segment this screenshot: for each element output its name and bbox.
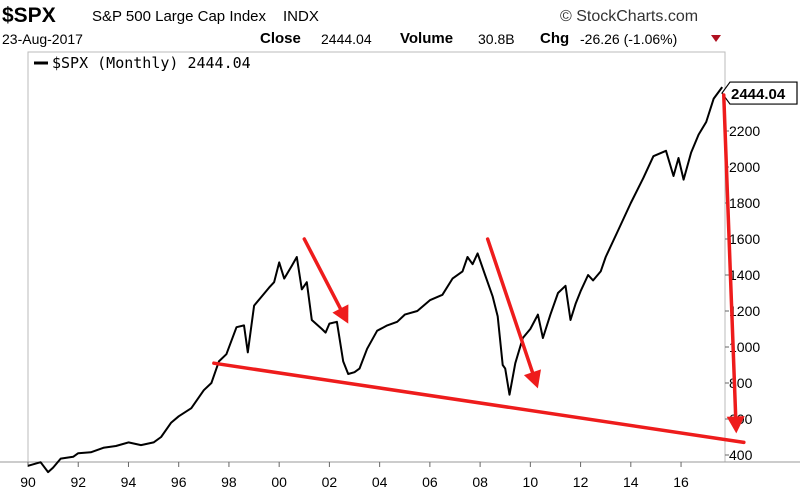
x-tick-label: 00 [271,474,287,490]
down-triangle-icon [711,35,721,42]
index-name: S&P 500 Large Cap Index [92,8,267,25]
spx-price-line [27,86,724,474]
y-tick-label: 2200 [729,123,760,139]
y-tick-label: 400 [729,447,753,463]
chg-value: -26.26 (-1.06%) [580,31,678,47]
red-arrow-head-3 [726,416,745,434]
red-arrow-2 [485,237,535,375]
x-tick-label: 98 [221,474,237,490]
y-tick-label: 1400 [729,267,760,283]
x-tick-label: 92 [70,474,86,490]
x-tick-label: 10 [523,474,539,490]
x-tick-label: 96 [171,474,187,490]
close-value: 2444.04 [321,31,372,47]
support-trendline [212,361,746,445]
volume-value: 30.8B [478,31,515,47]
volume-label: Volume [400,30,454,47]
red-arrow-head-2 [523,369,541,389]
last-value-label: 2444.04 [731,86,786,103]
x-tick-label: 16 [673,474,689,490]
x-tick-label: 14 [623,474,639,490]
y-tick-label: 1600 [729,231,760,247]
last-value-box [721,81,798,105]
symbol-title: $SPX [2,4,56,27]
y-tick-label: 1800 [729,195,760,211]
plot-frame [27,51,726,463]
exchange-label: INDX [283,8,319,25]
x-tick-label: 12 [573,474,589,490]
brand-label: © StockCharts.com [560,8,699,25]
y-tick-label: 1000 [729,339,760,355]
y-tick-label: 2000 [729,159,760,175]
x-tick-label: 04 [372,474,388,490]
chart-date: 23-Aug-2017 [2,31,83,47]
close-label: Close [260,30,301,47]
x-tick-label: 02 [322,474,338,490]
x-tick-label: 94 [121,474,137,490]
red-arrow-3 [721,93,738,419]
y-tick-label: 1200 [729,303,760,319]
red-arrow-1 [302,237,343,311]
legend-label: $SPX (Monthly) 2444.04 [52,54,251,72]
red-arrow-head-1 [332,304,349,324]
x-tick-label: 06 [422,474,438,490]
chg-label: Chg [540,30,570,47]
x-tick-label: 08 [472,474,488,490]
x-tick-label: 90 [20,474,36,490]
